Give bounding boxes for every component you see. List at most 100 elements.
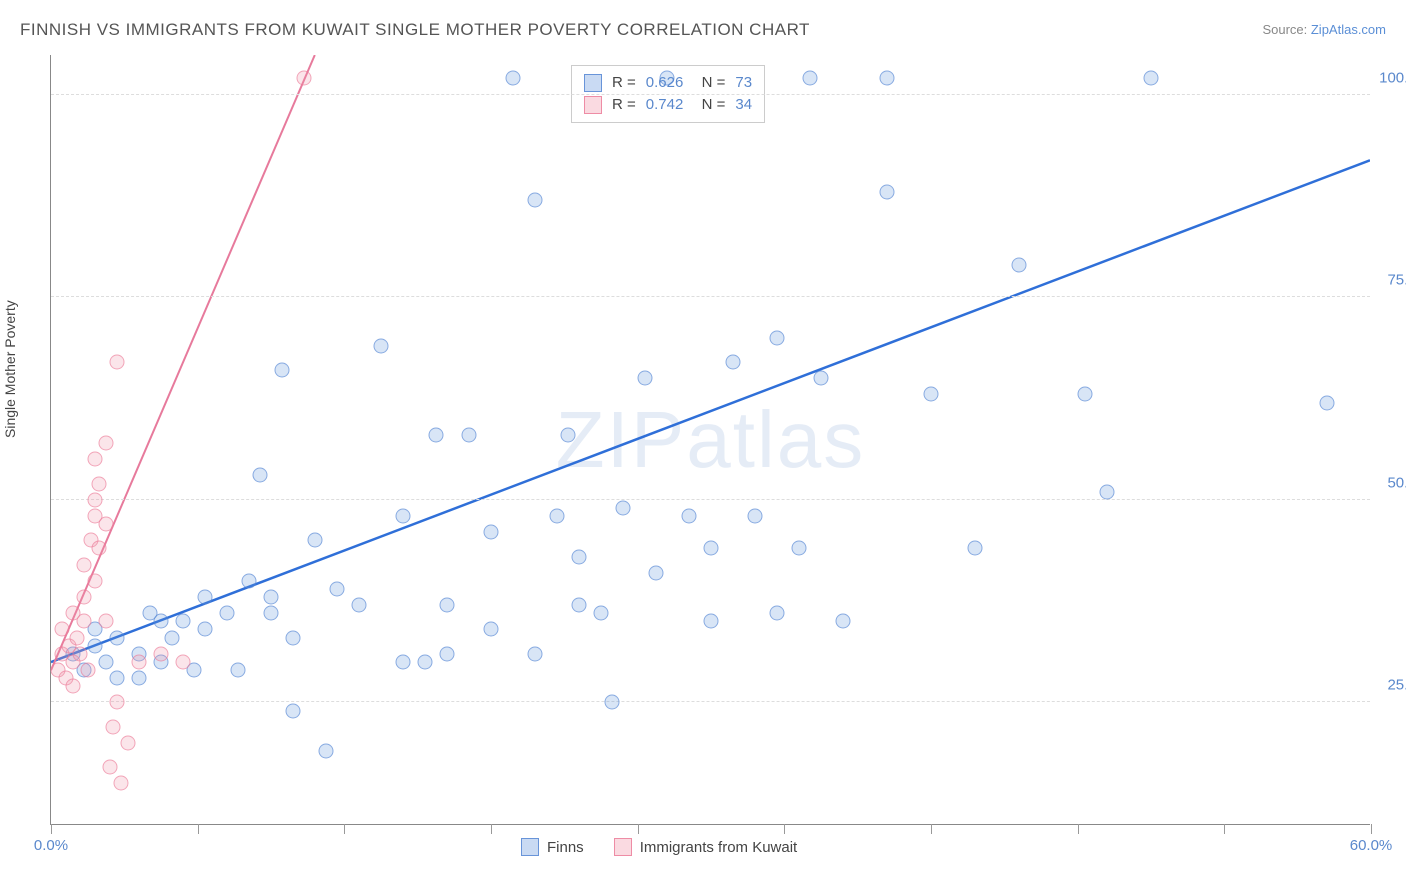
trend-lines-svg [51,55,1370,824]
y-tick-label: 50.0% [1387,474,1406,491]
data-point [418,654,433,669]
data-point [99,436,114,451]
data-point [297,71,312,86]
data-point [92,541,107,556]
data-point [77,557,92,572]
data-point [924,387,939,402]
data-point [220,606,235,621]
data-point [99,614,114,629]
data-point [352,598,367,613]
data-point [1144,71,1159,86]
data-point [440,646,455,661]
data-point [308,533,323,548]
data-point [396,654,411,669]
data-point [330,581,345,596]
data-point [242,573,257,588]
data-point [198,590,213,605]
data-point [110,355,125,370]
data-point [1100,484,1115,499]
data-point [110,695,125,710]
data-point [92,476,107,491]
data-point [638,371,653,386]
data-point [605,695,620,710]
watermark-text: ZIPatlas [556,394,865,486]
y-tick-label: 25.0% [1387,677,1406,694]
data-point [770,330,785,345]
data-point [682,509,697,524]
data-point [264,606,279,621]
data-point [103,760,118,775]
data-point [154,614,169,629]
data-point [814,371,829,386]
data-point [880,71,895,86]
chart-title: FINNISH VS IMMIGRANTS FROM KUWAIT SINGLE… [20,20,810,40]
data-point [660,71,675,86]
data-point [616,500,631,515]
data-point [66,679,81,694]
data-point [114,776,129,791]
data-point [99,517,114,532]
data-point [77,590,92,605]
data-point [165,630,180,645]
data-point [132,671,147,686]
data-point [704,541,719,556]
data-point [649,565,664,580]
data-point [198,622,213,637]
data-point [836,614,851,629]
data-point [72,646,87,661]
data-point [374,338,389,353]
data-point [88,492,103,507]
data-point [484,525,499,540]
data-point [253,468,268,483]
data-point [132,654,147,669]
y-tick-label: 75.0% [1387,272,1406,289]
data-point [704,614,719,629]
x-tick-label: 0.0% [34,837,68,854]
data-point [726,355,741,370]
data-point [1078,387,1093,402]
data-point [594,606,609,621]
legend-swatch-blue [584,74,602,92]
data-point [550,509,565,524]
data-point [748,509,763,524]
data-point [264,590,279,605]
data-point [1320,395,1335,410]
series-legend: Finns Immigrants from Kuwait [521,838,797,856]
data-point [176,654,191,669]
data-point [396,509,411,524]
data-point [561,427,576,442]
data-point [286,630,301,645]
data-point [176,614,191,629]
data-point [803,71,818,86]
data-point [880,184,895,199]
data-point [77,614,92,629]
source-label: Source: ZipAtlas.com [1262,22,1386,37]
data-point [429,427,444,442]
y-tick-label: 100.0% [1379,69,1406,86]
data-point [110,671,125,686]
data-point [528,192,543,207]
data-point [572,549,587,564]
data-point [154,646,169,661]
data-point [968,541,983,556]
data-point [792,541,807,556]
data-point [88,573,103,588]
data-point [462,427,477,442]
data-point [286,703,301,718]
data-point [105,719,120,734]
data-point [770,606,785,621]
data-point [319,744,334,759]
data-point [231,663,246,678]
y-axis-label: Single Mother Poverty [2,300,18,438]
legend-swatch-pink [614,838,632,856]
data-point [275,363,290,378]
data-point [110,630,125,645]
data-point [88,638,103,653]
x-tick-label: 60.0% [1350,837,1393,854]
data-point [484,622,499,637]
data-point [88,452,103,467]
data-point [506,71,521,86]
data-point [1012,257,1027,272]
legend-swatch-blue [521,838,539,856]
data-point [440,598,455,613]
